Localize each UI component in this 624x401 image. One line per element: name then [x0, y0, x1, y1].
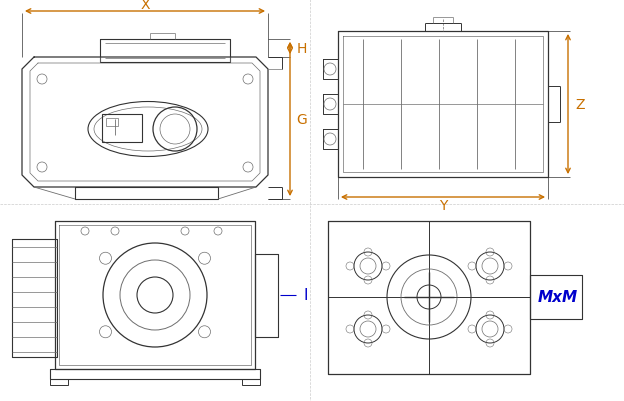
Text: X: X [140, 0, 150, 12]
Text: H: H [297, 42, 307, 56]
Bar [50, 379, 68, 385]
Text: Z: Z [575, 98, 585, 112]
Text: I: I [304, 288, 308, 303]
Bar [106, 119, 118, 127]
Text: MxM: MxM [538, 290, 578, 305]
Text: G: G [296, 113, 308, 127]
Bar [102, 115, 142, 143]
Bar [242, 379, 260, 385]
Text: Y: Y [439, 198, 447, 213]
